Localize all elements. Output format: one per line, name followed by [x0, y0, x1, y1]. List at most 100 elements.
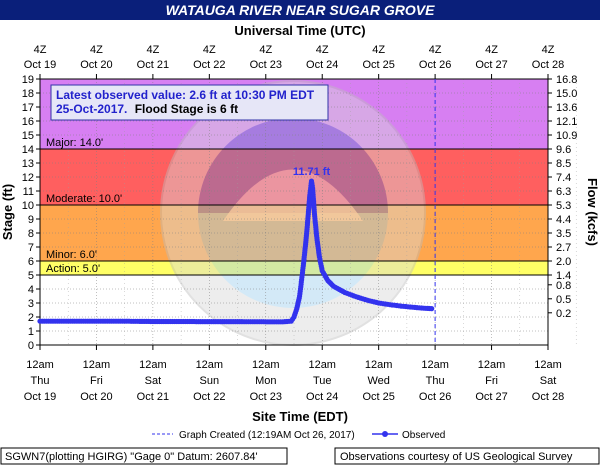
threshold-label: Action: 5.0' — [46, 263, 100, 275]
flood-category-labels: Major: 14.0' Moderate: 10.0' Minor: 6.0' Ac… — [40, 137, 548, 276]
local-date-label: Oct 25 — [362, 391, 394, 403]
flow-tick-label: 16.8 — [556, 74, 577, 86]
legend-created-label: Graph Created (12:19AM Oct 26, 2017) — [179, 430, 355, 441]
utc-hour-label: 4Z — [259, 44, 272, 56]
local-date-label: Oct 27 — [475, 391, 507, 403]
stage-tick-label: 14 — [22, 144, 34, 156]
flood-stage-note: Flood Stage is 6 ft — [135, 102, 238, 116]
threshold-label: Major: 14.0' — [46, 137, 103, 149]
observed-series — [37, 178, 435, 325]
local-dow-label: Tue — [313, 375, 332, 387]
flow-tick-label: 2.0 — [556, 256, 571, 268]
stage-tick-label: 3 — [28, 298, 34, 310]
local-time-label: 12am — [139, 359, 167, 371]
local-time-label: 12am — [365, 359, 393, 371]
local-time-label: 12am — [196, 359, 224, 371]
stage-tick-label: 9 — [28, 214, 34, 226]
utc-date-label: Oct 24 — [306, 59, 338, 71]
flow-tick-label: 6.3 — [556, 186, 571, 198]
local-date-label: Oct 19 — [24, 391, 56, 403]
flow-tick-label: 1.4 — [556, 270, 571, 282]
stage-tick-label: 2 — [28, 312, 34, 324]
flow-tick-label: 10.9 — [556, 130, 577, 142]
chart-title: WATAUGA RIVER NEAR SUGAR GROVE — [166, 2, 436, 18]
local-time-label: 12am — [26, 359, 54, 371]
local-dow-label: Sat — [145, 375, 162, 387]
latest-observed-line1: Latest observed value: 2.6 ft at 10:30 P… — [56, 88, 315, 102]
flow-tick-label: 9.6 — [556, 144, 571, 156]
stage-tick-label: 1 — [28, 326, 34, 338]
utc-date-label: Oct 23 — [250, 59, 282, 71]
utc-hour-label: 4Z — [316, 44, 329, 56]
flow-tick-label: 8.5 — [556, 158, 571, 170]
flow-tick-label: 13.6 — [556, 102, 577, 114]
utc-date-label: Oct 22 — [193, 59, 225, 71]
local-date-label: Oct 23 — [250, 391, 282, 403]
latest-observed-line2: 25-Oct-2017. Flood Stage is 6 ft — [56, 102, 238, 116]
stage-tick-label: 7 — [28, 242, 34, 254]
utc-hour-label: 4Z — [485, 44, 498, 56]
local-dow-label: Mon — [255, 375, 276, 387]
flow-tick-label: 7.4 — [556, 172, 571, 184]
local-time-tick-labels: 12am Thu Oct 19 12am Fri Oct 20 12am Sat Oct 21 1… — [24, 345, 564, 403]
local-date-label: Oct 21 — [137, 391, 169, 403]
local-dow-label: Fri — [90, 375, 103, 387]
flow-tick-label: 5.3 — [556, 200, 571, 212]
flow-tick-label: 4.4 — [556, 214, 571, 226]
local-date-label: Oct 22 — [193, 391, 225, 403]
local-time-label: 12am — [421, 359, 449, 371]
stage-tick-label: 0 — [28, 340, 34, 352]
legend-observed-label: Observed — [402, 430, 445, 441]
local-time-label: 12am — [252, 359, 280, 371]
plot-frame — [39, 78, 549, 346]
latest-observed-box — [50, 84, 329, 121]
local-dow-label: Sun — [200, 375, 220, 387]
utc-hour-label: 4Z — [90, 44, 103, 56]
utc-hour-label: 4Z — [542, 44, 555, 56]
stage-tick-label: 15 — [22, 130, 34, 142]
utc-hour-label: 4Z — [34, 44, 47, 56]
y-axis-left-title: Stage (ft) — [0, 184, 15, 240]
threshold-label: Minor: 6.0' — [46, 249, 97, 261]
stage-tick-label: 6 — [28, 256, 34, 268]
utc-hour-label: 4Z — [372, 44, 385, 56]
local-dow-label: Sat — [540, 375, 557, 387]
legend-observed-marker — [382, 431, 388, 437]
flow-tick-label: 0.8 — [556, 280, 571, 292]
flow-tick-label: 2.7 — [556, 242, 571, 254]
utc-date-label: Oct 26 — [419, 59, 451, 71]
peak-label: 11.71 ft — [293, 166, 331, 178]
utc-date-label: Oct 28 — [532, 59, 564, 71]
stage-tick-label: 4 — [28, 284, 34, 296]
local-time-label: 12am — [308, 359, 336, 371]
local-dow-label: Thu — [31, 375, 50, 387]
stage-tick-label: 17 — [22, 102, 34, 114]
y-axis-right-title: Flow (kcfs) — [585, 178, 600, 246]
flow-tick-label: 0.5 — [556, 294, 571, 306]
top-axis-title: Universal Time (UTC) — [234, 23, 365, 38]
utc-date-label: Oct 27 — [475, 59, 507, 71]
footer-left-text: SGWN7(plotting HGIRG) "Gage 0" Datum: 26… — [5, 451, 258, 463]
stage-tick-label: 19 — [22, 74, 34, 86]
flow-tick-label: 12.1 — [556, 116, 577, 128]
stage-tick-label: 8 — [28, 228, 34, 240]
title-bar — [0, 0, 600, 20]
footer-left-box — [0, 447, 288, 465]
utc-hour-label: 4Z — [146, 44, 159, 56]
utc-hour-label: 4Z — [429, 44, 442, 56]
stage-tick-label: 12 — [22, 172, 34, 184]
utc-date-label: Oct 25 — [362, 59, 394, 71]
flow-tick-label: 15.0 — [556, 88, 577, 100]
local-date-label: Oct 26 — [419, 391, 451, 403]
stage-tick-label: 5 — [28, 270, 34, 282]
stage-tick-label: 18 — [22, 88, 34, 100]
flow-tick-label: 0.2 — [556, 308, 571, 320]
local-date-label: Oct 28 — [532, 391, 564, 403]
utc-date-label: Oct 20 — [80, 59, 112, 71]
stage-tick-label: 13 — [22, 158, 34, 170]
utc-date-label: Oct 21 — [137, 59, 169, 71]
seal-upper-half — [198, 118, 388, 213]
utc-date-label: Oct 19 — [24, 59, 56, 71]
stage-tick-label: 16 — [22, 116, 34, 128]
